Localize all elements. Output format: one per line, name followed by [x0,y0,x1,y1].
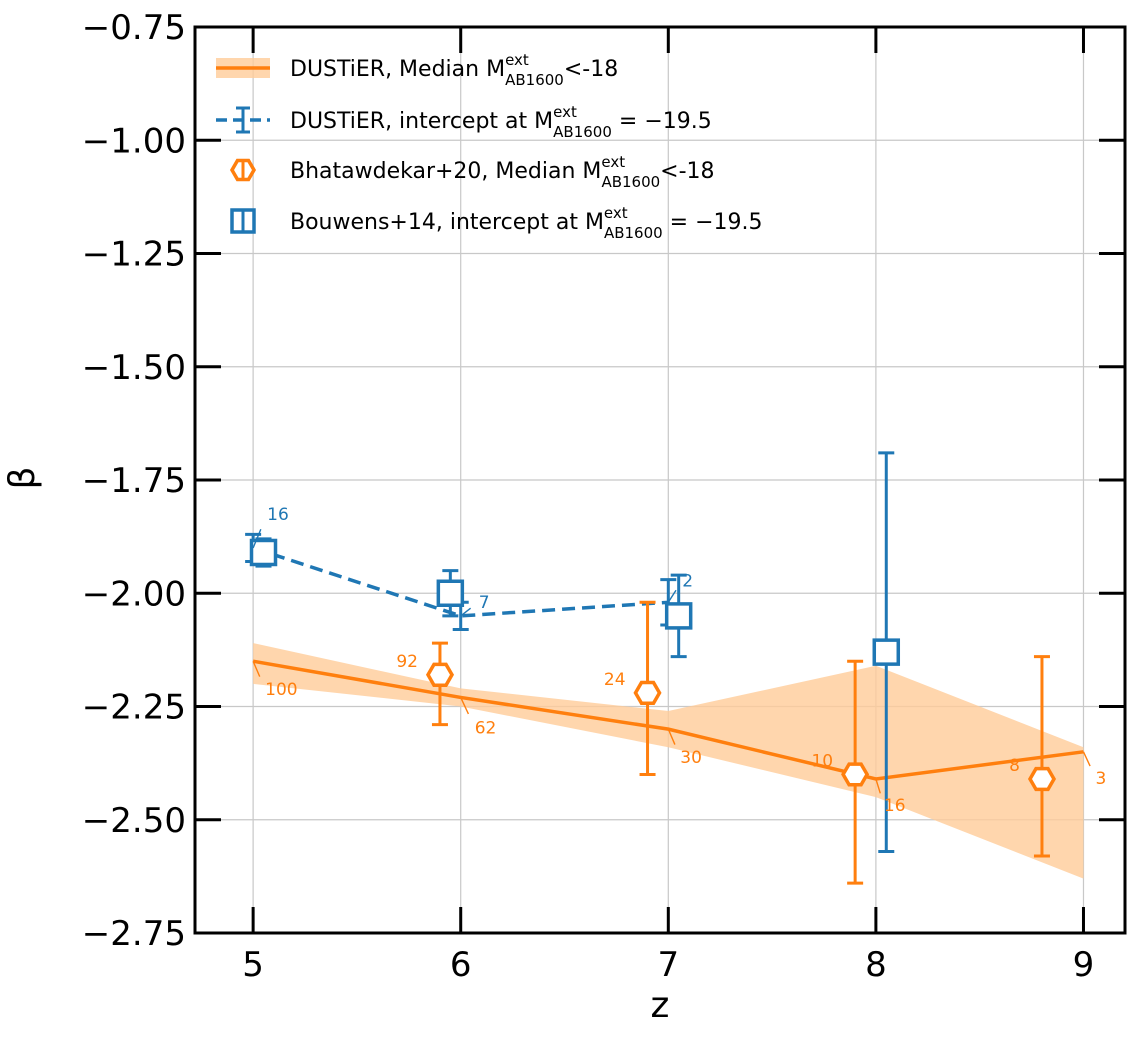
dustier-median-count-1-leader [460,697,470,715]
x-axis-label: z [651,985,670,1026]
count-label-layer: 100 62 30 16 3 16 7 2 92 24 10 8 [252,505,1106,816]
dustier-median-count-0: 100 [265,680,297,700]
dustier-median-count-3-leader [875,778,881,794]
bhatawdekar-point-0 [425,662,455,687]
bhatawdekar-count-0: 92 [396,652,418,672]
y-tick-label-3: −1.50 [82,348,186,388]
legend: DUSTiER, Median Mext AB1600<-18 DUSTiER, i… [216,51,763,242]
x-tick-label-4: 9 [1073,945,1095,985]
y-tick-label-7: −2.50 [82,801,186,841]
bhatawdekar-errorbar-3 [1033,655,1050,858]
bouwens-point-3 [872,638,901,666]
dustier-intercept-count-0: 16 [267,505,289,525]
dustier-median-count-2: 30 [680,748,702,768]
dustier-intercept-count-1: 7 [479,593,490,613]
marker-layer [245,451,1057,885]
bouwens-point-2 [664,602,693,630]
y-tick-label-5: −2.00 [82,574,186,614]
tick-layer: 5 6 7 8 9 −0.75 −1.00 −1.25 −1.50 −1.75 −2.00 −2.25… [82,8,1125,985]
legend-label-2: Bhatawdekar+20, Median Mext AB1600<-18 [290,153,715,191]
bhatawdekar-count-2: 10 [811,751,833,771]
legend-label-0: DUSTiER, Median Mext AB1600<-18 [290,51,618,89]
y-tick-label-2: −1.25 [82,235,186,275]
y-tick-label-8: −2.75 [82,914,186,954]
y-tick-label-1: −1.00 [82,121,186,161]
y-tick-label-6: −2.25 [82,688,186,728]
dustier-intercept-count-2: 2 [682,571,693,591]
x-tick-label-3: 8 [865,945,887,985]
legend-label-3: Bouwens+14, intercept at Mext AB1600 = −1… [290,204,763,242]
x-tick-label-1: 6 [450,945,472,985]
dustier-intercept-line [252,546,669,618]
median-band-layer [253,643,1084,879]
dustier-median-count-4: 3 [1095,769,1106,789]
bouwens-point-1 [436,579,465,607]
dustier-intercept-count-2-leader [667,589,677,603]
dustier-median-count-3: 16 [884,796,906,816]
y-tick-label-0: −0.75 [82,8,186,48]
x-tick-label-0: 5 [242,945,264,985]
x-tick-label-2: 7 [657,945,679,985]
bhatawdekar-count-3: 8 [1009,756,1020,776]
dustier-intercept-count-0-leader [252,528,262,549]
bhatawdekar-count-1: 24 [604,670,626,690]
bhatawdekar-point-3 [1027,766,1057,792]
legend-label-1: DUSTiER, intercept at Mext AB1600 = −19.5 [290,103,712,141]
y-tick-label-4: −1.75 [82,461,186,501]
bhatawdekar-point-2 [841,762,870,787]
dustier-median-count-0-leader [252,660,261,677]
bouwens-point-0 [249,538,278,567]
bhatawdekar-point-1 [633,680,662,706]
dustier-intercept-count-1-leader [460,607,472,617]
y-axis-label: β [2,467,43,490]
median-band [253,643,1084,879]
dustier-median-count-1: 62 [475,718,497,738]
dustier-median-count-2-leader [667,728,676,745]
dustier-median-count-4-leader [1082,751,1091,767]
